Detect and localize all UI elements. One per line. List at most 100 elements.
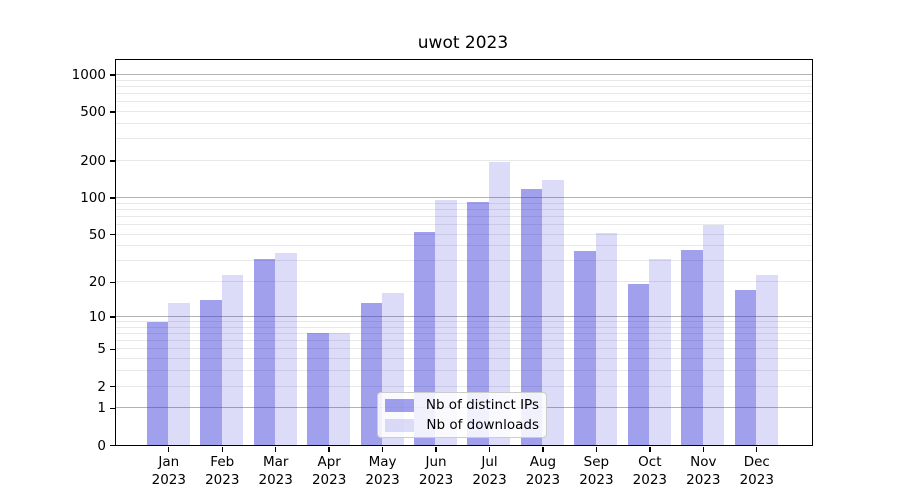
bar-distinct-ips-apr-2023 xyxy=(307,333,329,445)
x-tick-label: Feb 2023 xyxy=(205,454,240,488)
y-gridline-minor xyxy=(116,93,812,95)
y-tick-label: 500 xyxy=(80,104,106,121)
y-gridline-minor xyxy=(116,358,812,360)
y-gridline-minor xyxy=(116,202,812,204)
x-tick-label: Sep 2023 xyxy=(579,454,614,488)
x-axis-tick xyxy=(542,447,544,453)
y-axis-tick xyxy=(110,111,115,113)
legend-swatch-distinct-ips xyxy=(385,398,414,412)
x-axis-tick xyxy=(221,447,223,453)
bar-distinct-ips-jun-2023 xyxy=(413,232,436,445)
y-gridline-minor xyxy=(116,138,812,140)
x-axis-tick xyxy=(702,447,704,453)
y-axis-tick xyxy=(110,234,115,236)
y-tick-label: 1000 xyxy=(71,67,106,84)
bar-downloads-apr-2023 xyxy=(328,333,351,445)
y-axis-tick xyxy=(110,160,115,162)
x-axis-tick xyxy=(595,447,598,453)
x-axis-tick xyxy=(488,447,491,453)
y-axis-tick xyxy=(110,281,115,283)
y-tick-label: 50 xyxy=(88,226,106,243)
y-gridline-minor xyxy=(116,348,812,350)
x-tick-label: Jun 2023 xyxy=(418,454,454,488)
legend-swatch-downloads xyxy=(385,418,414,432)
x-tick-label: May 2023 xyxy=(365,454,400,488)
legend-label-distinct-ips: Nb of distinct IPs xyxy=(425,396,539,413)
y-axis-tick xyxy=(110,316,115,318)
y-gridline-minor xyxy=(116,208,812,210)
bar-distinct-ips-oct-2023 xyxy=(627,284,650,445)
y-gridline-minor xyxy=(116,340,812,342)
x-tick-label: Jan 2023 xyxy=(151,454,186,488)
x-tick-label: Jul 2023 xyxy=(472,454,507,488)
y-gridline-minor xyxy=(116,101,812,103)
y-gridline-minor xyxy=(116,160,812,162)
bar-downloads-feb-2023 xyxy=(221,274,244,445)
bar-distinct-ips-dec-2023 xyxy=(734,289,757,445)
bar-downloads-mar-2023 xyxy=(275,252,297,445)
y-gridline-minor xyxy=(116,215,812,217)
y-axis-tick xyxy=(110,348,115,351)
x-axis-tick xyxy=(381,447,384,453)
bar-downloads-jun-2023 xyxy=(435,200,457,445)
y-gridline-minor xyxy=(116,111,812,113)
y-axis-tick xyxy=(110,74,115,76)
x-tick-label: Mar 2023 xyxy=(258,454,293,488)
y-tick-label: 1 xyxy=(97,400,106,417)
x-axis-tick xyxy=(649,447,651,453)
bar-downloads-sep-2023 xyxy=(595,233,618,445)
y-tick-label: 20 xyxy=(88,274,106,291)
y-gridline-minor xyxy=(116,385,812,387)
y-gridline-major xyxy=(116,196,812,198)
x-tick-label: Oct 2023 xyxy=(632,454,668,488)
y-tick-label: 2 xyxy=(97,378,106,395)
y-gridline-major xyxy=(116,73,812,75)
x-axis-tick xyxy=(435,447,437,453)
x-tick-label: Nov 2023 xyxy=(686,454,721,488)
y-gridline-minor xyxy=(116,123,812,124)
bar-downloads-oct-2023 xyxy=(649,259,671,445)
legend-item-distinct-ips: Nb of distinct IPs xyxy=(385,397,539,414)
y-tick-label: 10 xyxy=(88,308,106,325)
legend: Nb of distinct IPs Nb of downloads xyxy=(377,392,547,438)
chart-title: uwot 2023 xyxy=(417,33,509,53)
bar-distinct-ips-mar-2023 xyxy=(253,259,276,445)
y-tick-label: 100 xyxy=(80,190,106,207)
bar-downloads-aug-2023 xyxy=(542,179,564,445)
y-gridline-minor xyxy=(116,370,812,372)
x-axis-tick xyxy=(168,447,170,453)
y-gridline-minor xyxy=(116,332,812,334)
bar-distinct-ips-sep-2023 xyxy=(574,251,596,445)
y-tick-label: 5 xyxy=(97,341,106,358)
y-axis-tick xyxy=(110,197,115,199)
y-axis-tick xyxy=(110,407,115,410)
y-gridline-minor xyxy=(116,326,812,328)
bar-distinct-ips-feb-2023 xyxy=(200,299,222,445)
y-gridline-minor xyxy=(116,321,812,322)
bar-distinct-ips-aug-2023 xyxy=(520,189,543,445)
bar-distinct-ips-may-2023 xyxy=(360,303,382,445)
y-gridline-minor xyxy=(116,85,812,87)
x-axis-tick xyxy=(328,447,330,453)
x-tick-label: Aug 2023 xyxy=(525,454,561,488)
bar-downloads-nov-2023 xyxy=(702,225,725,445)
plot-area xyxy=(115,59,813,446)
bar-distinct-ips-jul-2023 xyxy=(467,201,489,445)
y-tick-label: 0 xyxy=(97,437,106,454)
x-tick-label: Dec 2023 xyxy=(739,454,774,488)
y-tick-label: 200 xyxy=(80,153,106,170)
y-gridline-minor xyxy=(116,79,812,81)
legend-label-downloads: Nb of downloads xyxy=(426,416,539,433)
y-axis-tick xyxy=(110,385,115,388)
bar-distinct-ips-nov-2023 xyxy=(681,249,703,445)
x-tick-label: Apr 2023 xyxy=(311,454,347,488)
y-gridline-minor xyxy=(116,224,812,225)
y-gridline-minor xyxy=(116,281,812,283)
bar-downloads-jul-2023 xyxy=(488,161,511,445)
x-axis-tick xyxy=(275,447,277,453)
legend-item-downloads: Nb of downloads xyxy=(385,417,539,434)
y-axis-tick xyxy=(110,444,115,447)
y-gridline-minor xyxy=(116,260,812,262)
y-gridline-minor xyxy=(116,233,812,235)
